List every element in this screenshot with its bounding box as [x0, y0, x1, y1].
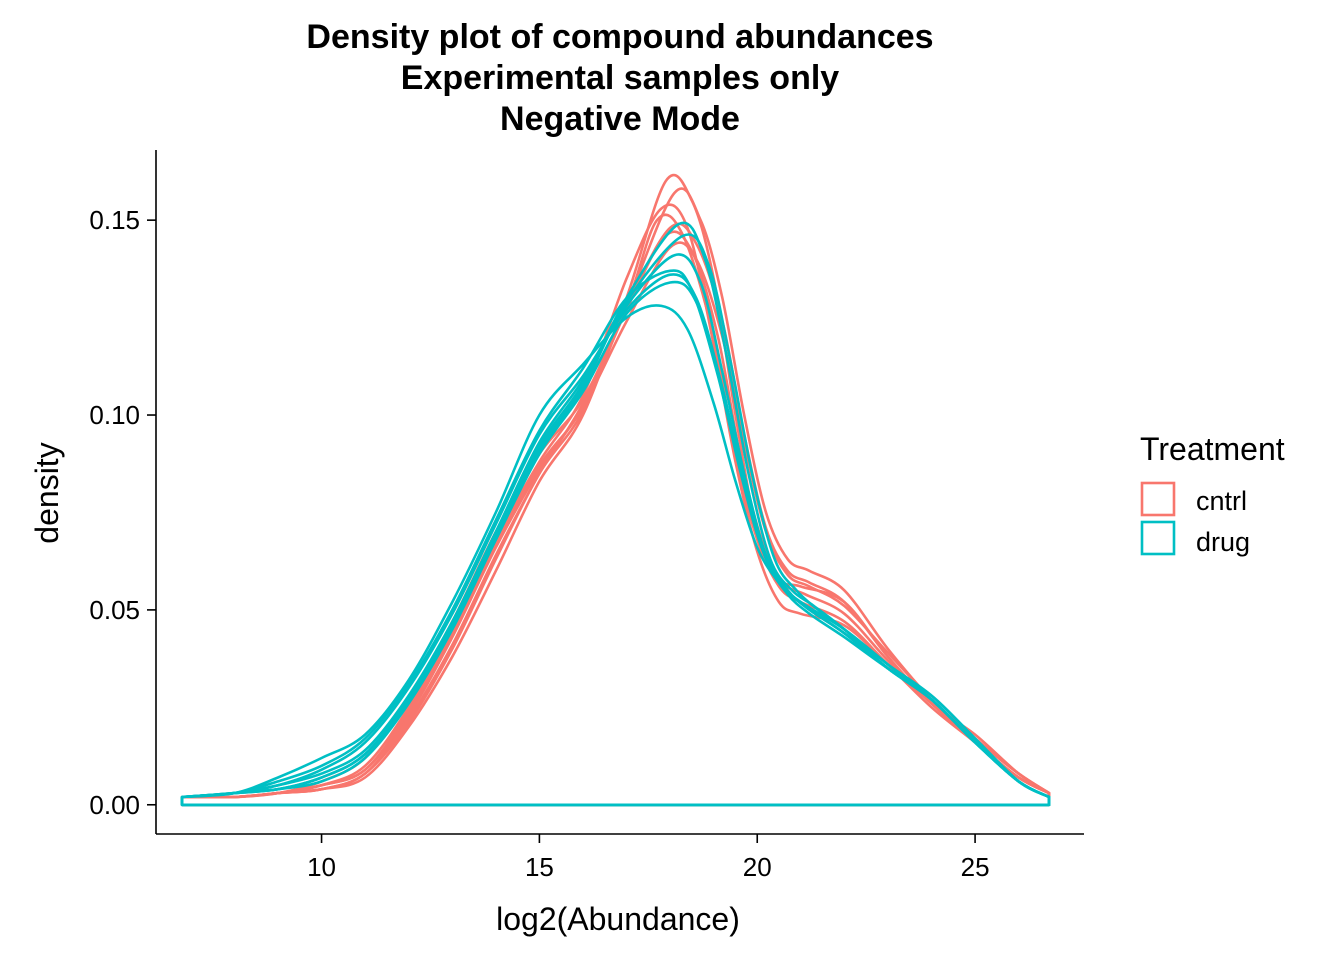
density-curve-drug-6	[180, 269, 1051, 807]
legend-key-cntrl	[1140, 481, 1176, 517]
y-tick-label: 0.00	[89, 790, 140, 820]
x-tick-label: 20	[743, 852, 772, 882]
density-curve-drug-1	[180, 304, 1051, 807]
y-tick-label: 0.10	[89, 400, 140, 430]
axes: 10 15 20 25 0.00 0.05 0.10 0.15	[89, 150, 1084, 882]
density-curve-cntrl-2	[180, 203, 1051, 807]
density-curve-cntrl-1	[180, 173, 1051, 807]
y-axis-ticks: 0.00 0.05 0.10 0.15	[89, 205, 156, 820]
density-curve-drug-5	[180, 280, 1051, 807]
x-tick-label: 25	[961, 852, 990, 882]
x-tick-label: 15	[525, 852, 554, 882]
legend-title: Treatment	[1140, 431, 1285, 467]
x-axis-ticks: 10 15 20 25	[307, 834, 990, 882]
y-tick-label: 0.15	[89, 205, 140, 235]
plot-curves	[180, 173, 1051, 807]
chart-title: Density plot of compound abundances Expe…	[306, 18, 933, 138]
y-axis-title: density	[29, 442, 65, 543]
density-curve-cntrl-7	[180, 230, 1051, 807]
density-curve-drug-2	[180, 273, 1051, 807]
density-curve-cntrl-3	[180, 187, 1051, 807]
title-line-3: Negative Mode	[500, 100, 740, 138]
legend: Treatment cntrl drug	[1140, 431, 1285, 557]
title-line-1: Density plot of compound abundances	[306, 18, 933, 56]
legend-label-cntrl: cntrl	[1196, 486, 1247, 516]
density-curve-drug-7	[180, 233, 1051, 807]
legend-key-drug	[1140, 520, 1176, 556]
x-axis-title: log2(Abundance)	[496, 901, 740, 937]
title-line-2: Experimental samples only	[401, 59, 839, 97]
density-curve-cntrl-4	[180, 213, 1051, 807]
x-tick-label: 10	[307, 852, 336, 882]
y-tick-label: 0.05	[89, 595, 140, 625]
legend-label-drug: drug	[1196, 527, 1250, 557]
